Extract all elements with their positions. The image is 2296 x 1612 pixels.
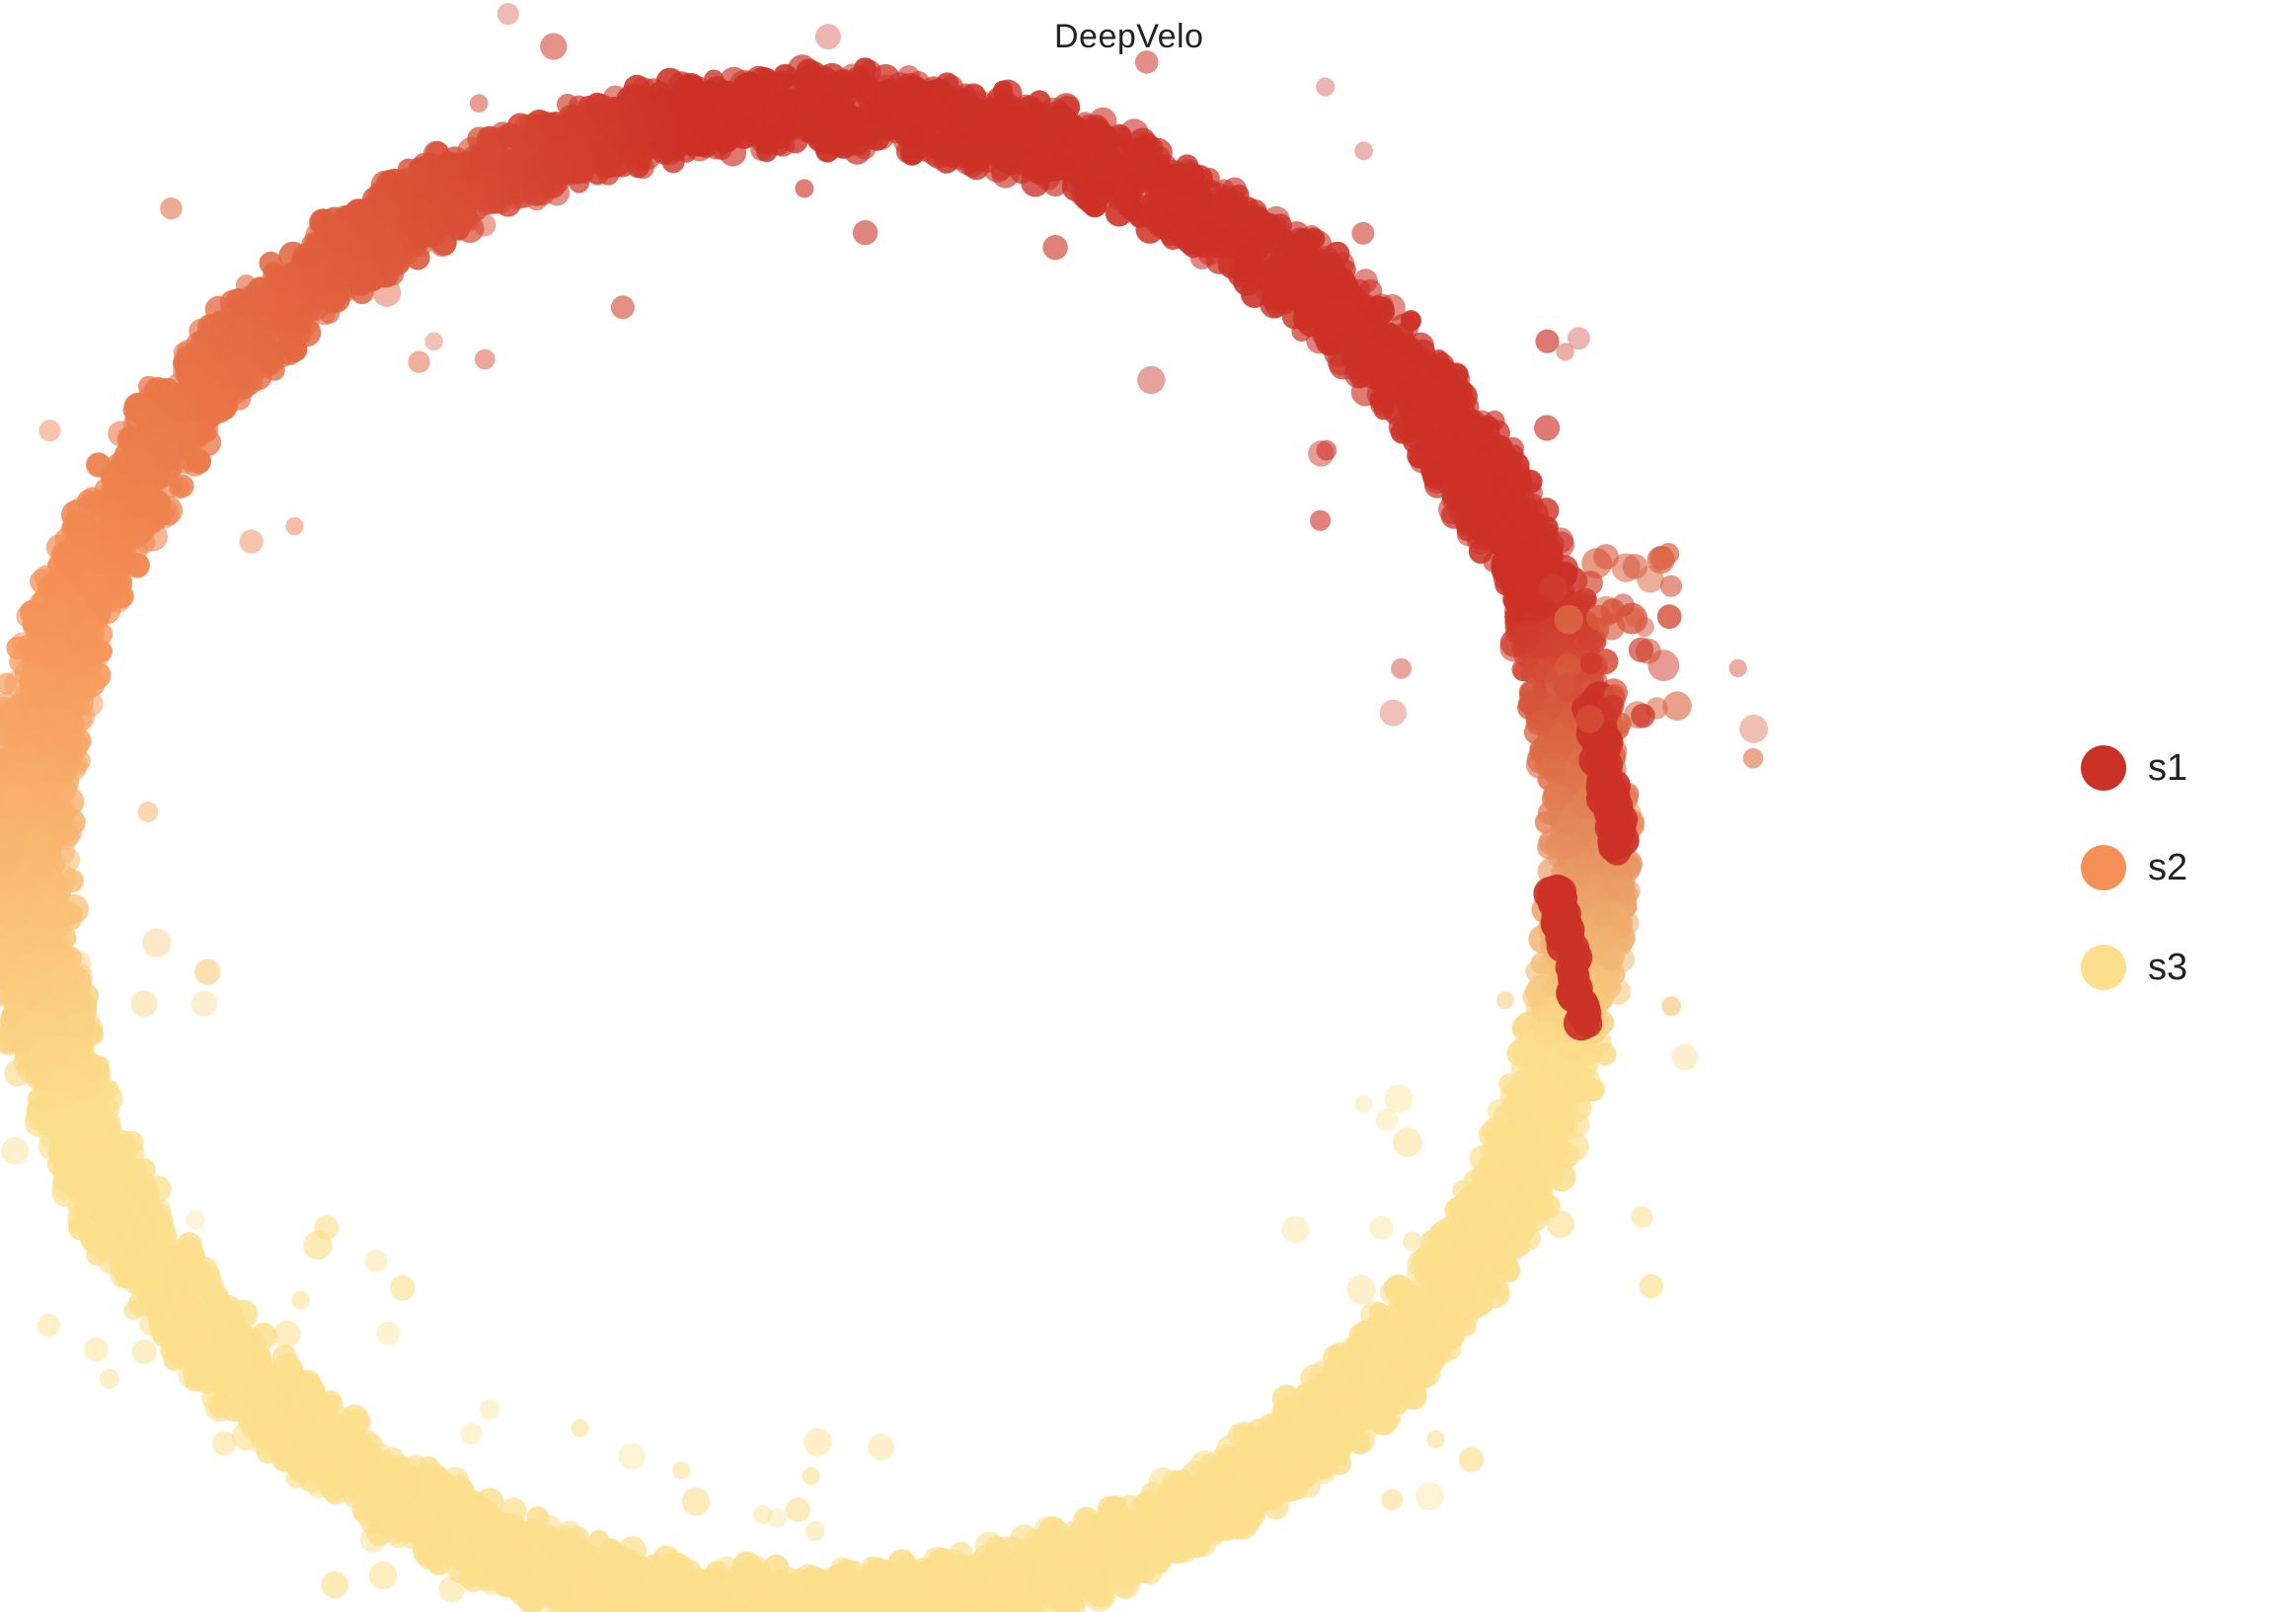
scatter-plot-svg bbox=[0, 0, 2296, 1612]
scatter-point bbox=[77, 677, 99, 699]
scatter-point bbox=[993, 81, 1013, 101]
scatter-points-group bbox=[0, 3, 1768, 1612]
plot-window: DeepVelo s1 s2 s3 bbox=[0, 0, 2296, 1612]
